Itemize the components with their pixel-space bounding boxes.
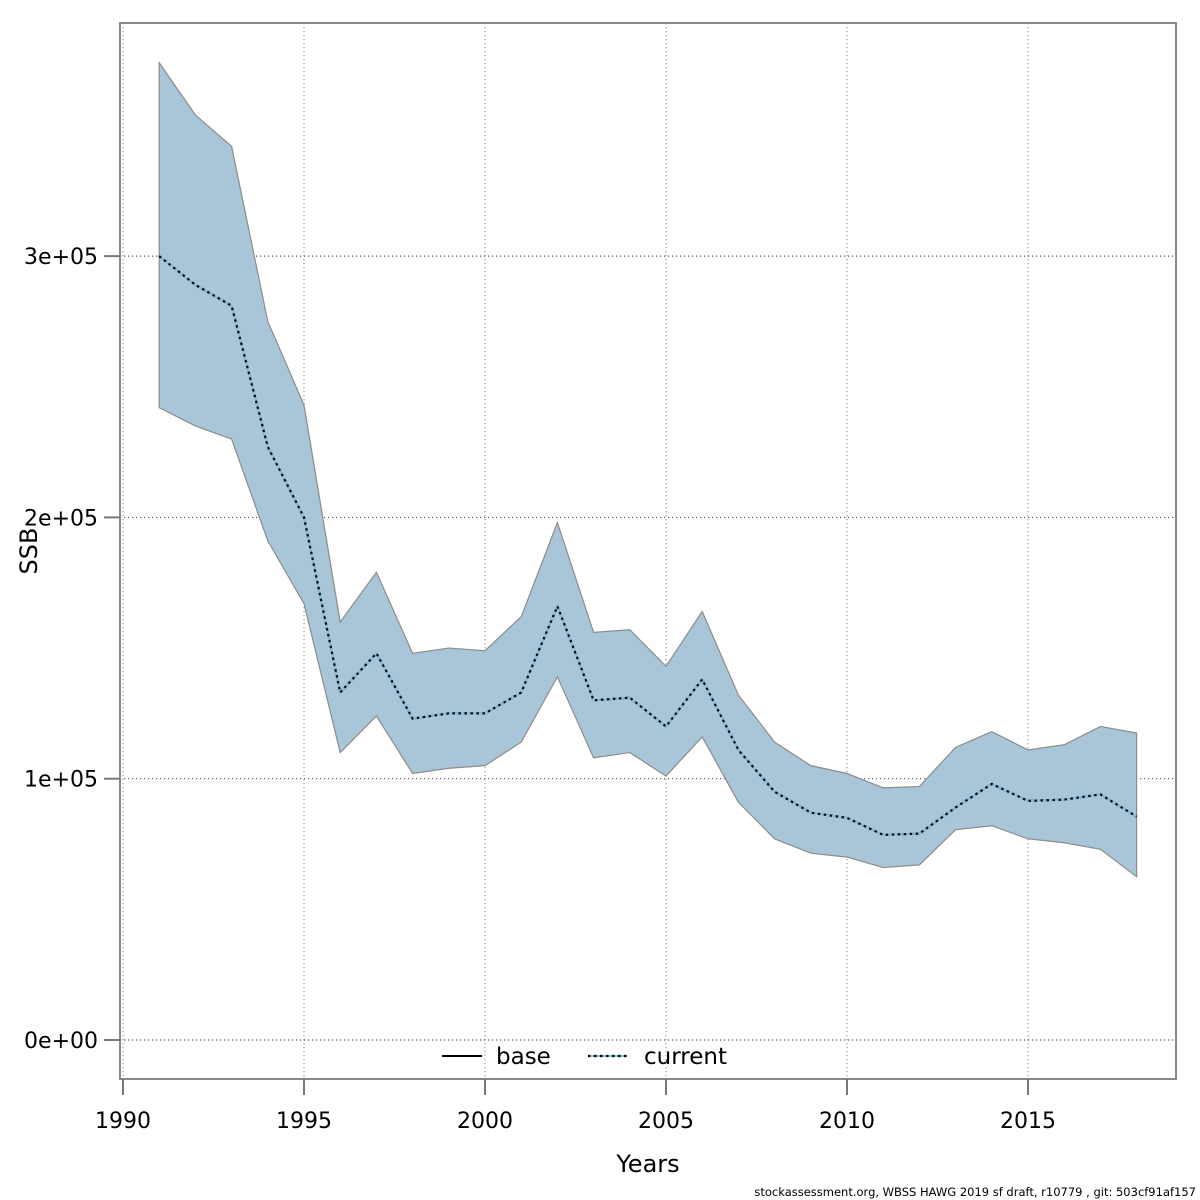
confidence-ribbon — [158, 60, 1138, 878]
x-tick-label: 2005 — [638, 1109, 694, 1134]
plot-border — [119, 22, 1177, 1080]
y-axis-title: SSB — [15, 528, 43, 575]
x-tick-label: 1995 — [276, 1109, 332, 1134]
legend: base current — [442, 1044, 727, 1070]
x-tick-label: 2010 — [819, 1109, 875, 1134]
legend-current-label: current — [644, 1044, 727, 1070]
current-line — [158, 255, 1138, 836]
grid-layer — [120, 23, 1176, 1079]
data-layer — [158, 60, 1138, 878]
y-tick-label: 2e+05 — [24, 506, 98, 531]
legend-base-label: base — [496, 1044, 551, 1070]
y-tick-label: 1e+05 — [24, 768, 98, 793]
x-tick-label: 2015 — [1000, 1109, 1056, 1134]
x-tick-label: 1990 — [95, 1109, 151, 1134]
x-axis-title: Years — [615, 1150, 679, 1178]
tick-layer: 1990 1995 2000 2005 2010 2015 0e+00 1e+05 2e+05 3… — [24, 245, 1056, 1134]
footer-attribution: stockassessment.org, WBSS HAWG 2019 sf d… — [754, 1185, 1196, 1199]
y-tick-label: 3e+05 — [24, 245, 98, 270]
x-tick-label: 2000 — [457, 1109, 513, 1134]
y-tick-label: 0e+00 — [24, 1029, 98, 1054]
